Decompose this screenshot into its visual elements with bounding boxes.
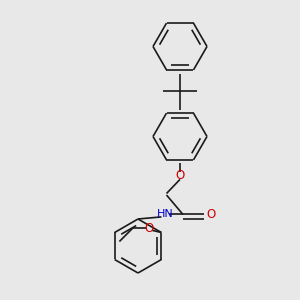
Text: O: O (145, 221, 154, 235)
Text: HN: HN (157, 209, 173, 220)
Text: O: O (206, 208, 215, 221)
Text: O: O (176, 169, 184, 182)
